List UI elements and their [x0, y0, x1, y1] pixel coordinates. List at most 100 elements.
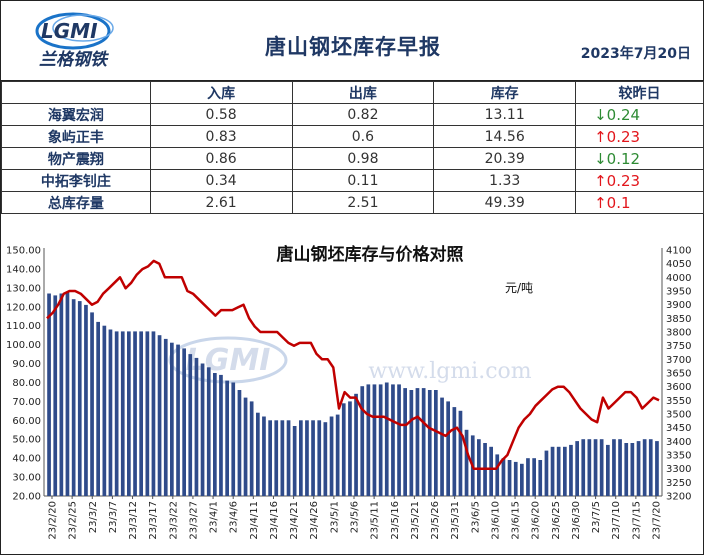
x-tick-label: 23/3/22 — [168, 501, 179, 540]
chart-title: 唐山钢坯库存与价格对照 — [277, 244, 464, 265]
table-row: 象屿正丰 0.83 0.6 14.56 ↑0.23 — [1, 125, 704, 148]
x-tick-label: 23/3/7 — [108, 501, 119, 533]
row-name: 物产震翔 — [1, 147, 151, 170]
inventory-bar — [341, 403, 346, 496]
inventory-bar — [182, 348, 186, 496]
left-tick-label: 20.00 — [12, 492, 41, 503]
inventory-bar — [648, 439, 653, 496]
inventory-bar — [249, 401, 254, 496]
inventory-bar — [630, 443, 635, 496]
x-tick-label: 23/5/6 — [350, 501, 361, 533]
inventory-bar — [464, 429, 469, 496]
inventory-bar — [642, 439, 647, 496]
inventory-bar — [151, 331, 156, 496]
row-change: ↑0.23 — [575, 125, 704, 148]
inventory-bar — [366, 384, 371, 496]
change-arrow-icon: ↑ — [594, 193, 607, 212]
svg-text:兰格钢铁: 兰格钢铁 — [39, 50, 110, 70]
left-tick-label: 40.00 — [12, 454, 41, 465]
inventory-bar — [311, 420, 315, 496]
inventory-bar — [526, 458, 530, 496]
x-tick-label: 23/5/26 — [430, 501, 441, 540]
inventory-bar — [323, 422, 328, 496]
inventory-bar — [489, 446, 493, 496]
left-tick-label: 30.00 — [12, 473, 41, 484]
inventory-bar — [90, 312, 94, 496]
row-out: 0.11 — [291, 169, 435, 192]
inventory-bar — [292, 426, 297, 496]
inventory-bar — [317, 420, 322, 496]
left-tick-label: 70.00 — [12, 397, 41, 408]
row-stock: 20.39 — [433, 147, 577, 170]
left-tick-label: 90.00 — [12, 359, 41, 370]
table-row: 物产震翔 0.86 0.98 20.39 ↓0.12 — [1, 147, 704, 170]
inventory-bar — [587, 439, 592, 496]
inventory-bar — [501, 458, 506, 496]
x-tick-label: 23/5/1 — [329, 501, 340, 533]
right-tick-label: 3400 — [666, 437, 691, 448]
row-change: ↓0.24 — [575, 103, 704, 126]
x-tick-label: 23/6/25 — [551, 501, 562, 540]
right-tick-label: 4000 — [666, 273, 691, 284]
inventory-bar — [225, 380, 229, 496]
report-date: 2023年7月20日 — [580, 46, 691, 62]
row-in: 0.83 — [149, 125, 293, 148]
inventory-bar — [262, 416, 266, 496]
row-in: 0.58 — [149, 103, 293, 126]
right-tick-label: 3250 — [666, 478, 691, 489]
inventory-bar — [513, 461, 518, 496]
inventory-bar — [655, 441, 659, 496]
inventory-bar — [139, 331, 143, 496]
table-row: 总库存量 2.61 2.51 49.39 ↑0.1 — [1, 191, 704, 214]
left-tick-label: 60.00 — [12, 416, 41, 427]
inventory-bar — [145, 331, 150, 496]
watermark-logo-text: LGMI — [186, 343, 271, 378]
inventory-bar — [495, 454, 500, 496]
x-tick-label: 23/2/20 — [48, 501, 59, 540]
inventory-bar — [520, 463, 524, 496]
x-tick-label: 23/3/17 — [148, 501, 159, 540]
right-tick-label: 3450 — [666, 423, 691, 434]
svg-text:LGMI: LGMI — [41, 19, 98, 43]
inventory-bar — [446, 401, 450, 496]
right-tick-label: 3700 — [666, 355, 691, 366]
inventory-bar — [219, 374, 223, 496]
inventory-bar — [176, 344, 180, 496]
column-header-name — [1, 81, 151, 104]
inventory-bar — [599, 439, 604, 496]
report-header: LGMI 兰格钢铁 唐山钢坯库存早报 2023年7月20日 — [1, 1, 703, 81]
inventory-bar — [114, 331, 119, 496]
left-tick-label: 120.00 — [6, 302, 41, 313]
right-tick-label: 3300 — [666, 464, 691, 475]
x-tick-label: 23/4/26 — [309, 501, 320, 540]
inventory-bar — [120, 331, 125, 496]
inventory-bar — [47, 293, 51, 496]
x-tick-label: 23/6/10 — [490, 501, 501, 540]
watermark-url: www.lgmi.com — [368, 359, 531, 384]
table-header-row: 入库 出库 库存 较昨日 — [1, 81, 704, 104]
right-tick-label: 3950 — [666, 287, 691, 298]
inventory-bar — [71, 299, 76, 496]
inventory-bar — [606, 444, 610, 496]
inventory-bar — [378, 384, 383, 496]
column-header-out: 出库 — [291, 81, 435, 104]
row-change: ↑0.23 — [575, 169, 704, 192]
x-tick-label: 23/7/5 — [591, 501, 602, 533]
change-arrow-icon: ↑ — [594, 171, 607, 190]
row-out: 0.98 — [291, 147, 435, 170]
inventory-bar — [458, 410, 463, 496]
x-tick-label: 23/5/31 — [450, 501, 461, 540]
x-tick-label: 23/5/11 — [370, 501, 381, 540]
column-header-stock: 库存 — [433, 81, 577, 104]
right-tick-label: 3600 — [666, 382, 691, 393]
inventory-bar — [532, 458, 536, 496]
inventory-bar — [593, 439, 598, 496]
x-tick-label: 23/6/15 — [511, 501, 522, 540]
inventory-bar — [452, 407, 457, 496]
inventory-bar — [372, 384, 377, 496]
inventory-bar — [354, 393, 358, 496]
inventory-bar — [636, 441, 641, 496]
inventory-bar — [360, 386, 365, 496]
inventory-bar — [213, 373, 217, 496]
inventory-bar — [569, 444, 573, 496]
